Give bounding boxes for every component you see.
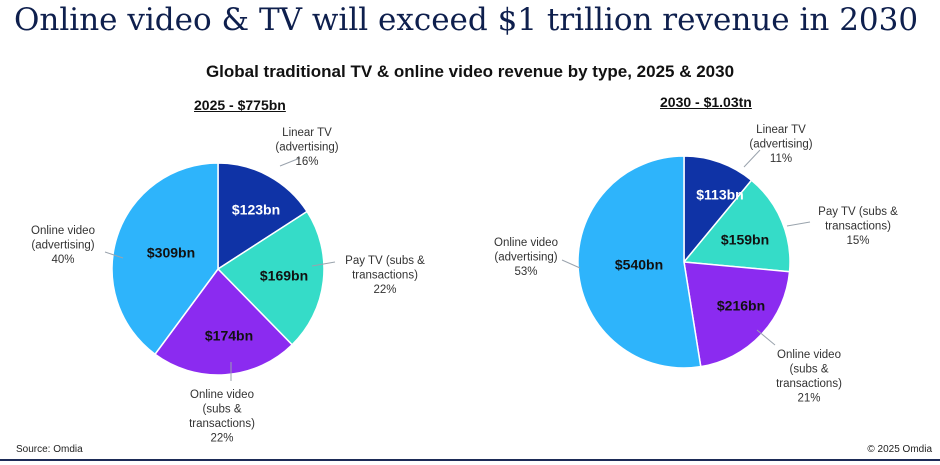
pie-2030-value-label-3: $540bn <box>615 257 663 273</box>
pie-2025-value-label-2: $174bn <box>205 328 253 344</box>
pie-2025-category-label-2: Online video (subs & transactions) 22% <box>189 389 255 445</box>
footer-copyright: © 2025 Omdia <box>867 444 932 455</box>
pie-2025-leader-1 <box>311 261 336 267</box>
pie-2025-slice-3 <box>111 162 219 356</box>
pie-2030-slice-1 <box>682 179 791 273</box>
pie-2025-slice-0 <box>217 162 309 271</box>
pie-2025-title: 2025 - $775bn <box>194 97 286 113</box>
pie-2025-value-label-1: $169bn <box>260 268 308 284</box>
pie-2030-category-label-2: Online video (subs & transactions) 21% <box>776 349 842 405</box>
pie-2030-category-label-3: Online video (advertising) 53% <box>494 237 558 278</box>
pie-2025-leader-3 <box>104 251 124 259</box>
pie-2030-title: 2030 - $1.03tn <box>660 94 752 110</box>
pie-2025-value-label-0: $123bn <box>232 202 280 218</box>
pie-2025-leader-0 <box>279 157 301 167</box>
pie-2030-slice-3 <box>577 155 702 369</box>
pie-2030-value-label-0: $113bn <box>696 187 743 203</box>
pie-2030-slice-2 <box>683 261 791 368</box>
chart-title: Global traditional TV & online video rev… <box>205 62 735 81</box>
pie-2030-leader-0 <box>743 149 761 168</box>
footer-divider <box>0 459 940 461</box>
pie-2030-category-label-0: Linear TV (advertising) 11% <box>749 124 812 165</box>
pie-2025-category-label-0: Linear TV (advertising) 16% <box>275 127 338 168</box>
page-headline: Online video & TV will exceed $1 trillio… <box>14 2 919 38</box>
pie-2025-slice-1 <box>216 210 325 346</box>
pie-2025-value-label-3: $309bn <box>147 245 195 261</box>
pie-2030-category-label-1: Pay TV (subs & transactions) 15% <box>818 206 898 247</box>
pie-2030-value-label-1: $159bn <box>721 232 769 248</box>
pie-2030-leader-1 <box>786 221 811 227</box>
pie-2030-slice-0 <box>683 155 753 265</box>
pie-2025-category-label-1: Pay TV (subs & transactions) 22% <box>345 255 425 296</box>
pie-2030-leader-2 <box>756 329 776 346</box>
footer-source: Source: Omdia <box>16 444 83 455</box>
pie-2025-slice-2 <box>153 267 294 376</box>
pie-2025-category-label-3: Online video (advertising) 40% <box>31 225 95 266</box>
pie-2030-leader-3 <box>561 259 581 269</box>
pie-2030-value-label-2: $216bn <box>717 298 765 314</box>
